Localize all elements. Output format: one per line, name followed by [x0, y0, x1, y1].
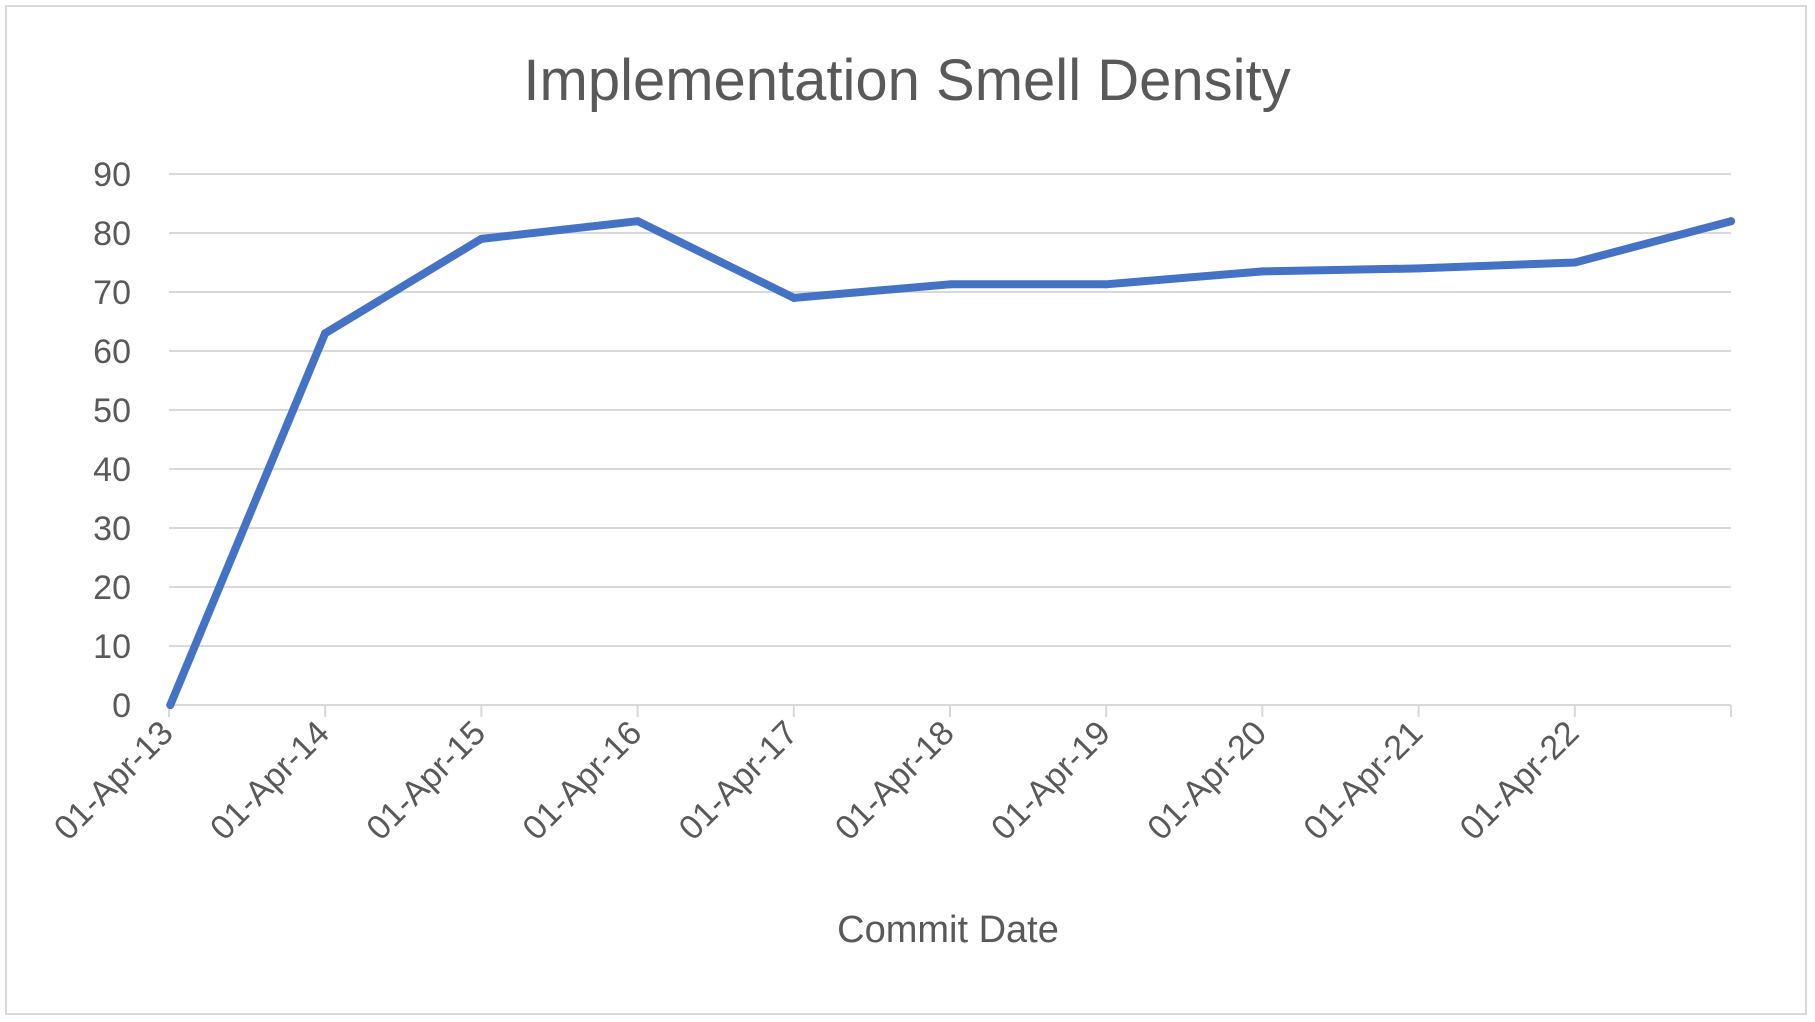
gridlines: [169, 173, 1731, 647]
x-tick-label: 01-Apr-13: [47, 714, 181, 848]
x-tick-label: 01-Apr-14: [203, 714, 337, 848]
x-tick-label: 01-Apr-21: [1296, 714, 1430, 848]
y-axis-tick-labels: 0 10 20 30 40 50 60 70 80 90: [93, 156, 131, 725]
y-tick-label: 60: [93, 333, 131, 371]
x-tick-label: 01-Apr-20: [1140, 714, 1274, 848]
y-tick-label: 20: [93, 569, 131, 607]
series-line: [166, 217, 1735, 709]
data-point: [1727, 217, 1735, 226]
x-axis-tick-labels: 01-Apr-13 01-Apr-14 01-Apr-15 01-Apr-16 01-A…: [47, 714, 1587, 848]
x-tick-label: 01-Apr-17: [672, 714, 806, 848]
data-point: [789, 293, 798, 302]
y-tick-label: 10: [93, 628, 131, 666]
x-tick-label: 01-Apr-22: [1453, 714, 1587, 848]
data-point: [321, 329, 330, 338]
data-point: [1570, 258, 1579, 267]
y-tick-label: 50: [93, 392, 131, 430]
data-point: [166, 701, 175, 709]
data-point: [1414, 264, 1423, 273]
y-tick-label: 90: [93, 156, 131, 194]
x-tick-label: 01-Apr-16: [515, 714, 649, 848]
y-tick-label: 0: [112, 687, 131, 725]
data-point: [633, 217, 642, 226]
data-point: [946, 280, 954, 289]
x-axis: [168, 704, 1732, 717]
x-axis-title: Commit Date: [837, 909, 1059, 951]
y-tick-label: 80: [93, 215, 131, 253]
y-tick-label: 40: [93, 451, 131, 489]
series-layer: [166, 217, 1735, 709]
data-point: [1102, 280, 1111, 289]
x-tick-label: 01-Apr-18: [828, 714, 962, 848]
data-point: [477, 234, 486, 243]
chart-title: Implementation Smell Density: [523, 48, 1290, 113]
y-tick-label: 70: [93, 274, 131, 312]
x-tick-label: 01-Apr-15: [359, 714, 493, 848]
x-tick-label: 01-Apr-19: [984, 714, 1118, 848]
data-point: [1258, 267, 1267, 276]
y-tick-label: 30: [93, 510, 131, 548]
